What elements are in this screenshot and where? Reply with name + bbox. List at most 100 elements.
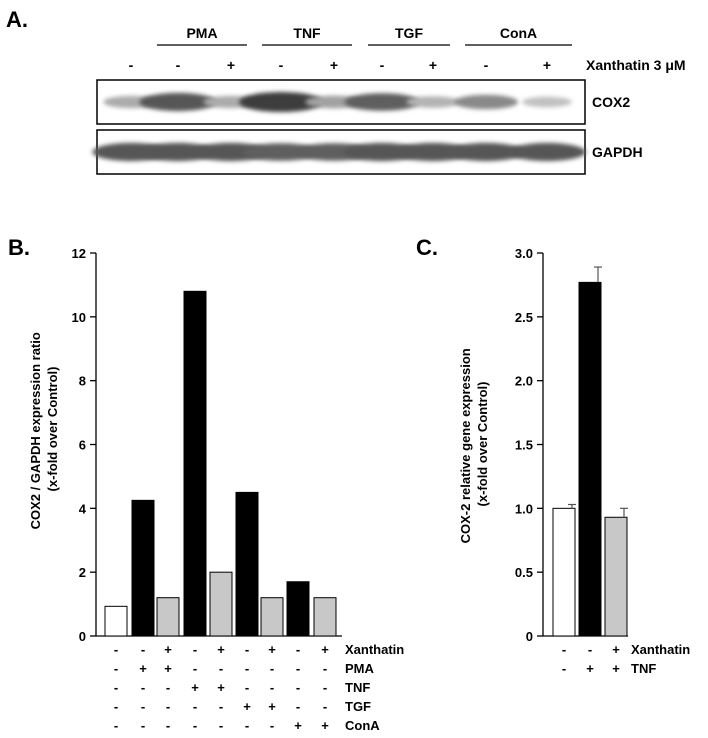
condition-sign: +	[217, 642, 225, 657]
condition-sign: -	[166, 699, 170, 714]
y-tick-label: 4	[79, 501, 87, 516]
condition-sign: -	[114, 661, 118, 676]
condition-sign: -	[245, 718, 249, 733]
bar	[260, 597, 284, 637]
condition-sign: +	[191, 680, 199, 695]
condition-sign: +	[586, 661, 594, 676]
condition-sign: -	[219, 699, 223, 714]
bar	[183, 290, 207, 637]
bar	[286, 581, 310, 637]
blot-band-cox2	[522, 96, 572, 108]
condition-sign: -	[588, 642, 592, 657]
condition-sign: +	[612, 661, 620, 676]
condition-sign: -	[166, 680, 170, 695]
blot-band-gapdh	[394, 142, 472, 162]
condition-sign: -	[166, 718, 170, 733]
condition-sign: -	[193, 718, 197, 733]
panel-b-bars	[104, 290, 337, 637]
panel-c-label: C.	[416, 235, 438, 260]
y-tick-label: 10	[72, 310, 86, 325]
group-label-pma: PMA	[186, 25, 217, 41]
blot-band-cox2	[453, 94, 519, 110]
condition-sign: -	[193, 642, 197, 657]
y-tick-label: 1.5	[515, 438, 533, 453]
condition-sign: +	[164, 642, 172, 657]
panel-c-y-axis-label-line1: COX-2 relative gene expression	[458, 348, 473, 543]
condition-sign: -	[562, 642, 566, 657]
y-tick-label: 0	[79, 629, 86, 644]
y-tick-label: 8	[79, 374, 86, 389]
condition-sign: +	[294, 718, 302, 733]
group-label-tnf: TNF	[293, 25, 321, 41]
bar	[104, 605, 128, 637]
condition-sign: +	[321, 642, 329, 657]
blot-strips: COX2 GAPDH	[92, 79, 643, 175]
blot-label-gapdh: GAPDH	[592, 144, 643, 160]
condition-sign: -	[141, 642, 145, 657]
condition-sign: +	[164, 661, 172, 676]
xanthatin-sign: +	[543, 57, 551, 73]
treatment-groups: PMA TNF TGF ConA	[157, 25, 572, 46]
condition-sign: -	[270, 661, 274, 676]
condition-sign: +	[321, 718, 329, 733]
y-tick-label: 6	[79, 438, 86, 453]
bar	[604, 516, 628, 637]
panel-c-y-axis-label: COX-2 relative gene expression (x-fold o…	[458, 345, 490, 544]
condition-sign: +	[268, 699, 276, 714]
condition-sign: +	[217, 680, 225, 695]
condition-label-tgf: TGF	[345, 699, 371, 714]
condition-label-xanthatin: Xanthatin	[631, 642, 690, 657]
condition-sign: -	[193, 661, 197, 676]
bar	[578, 281, 602, 637]
condition-label-tnf: TNF	[631, 661, 656, 676]
xanthatin-dose-label: Xanthatin 3 μM	[586, 57, 686, 73]
bar	[313, 597, 337, 637]
panel-c-y-axis: 0 0.5 1.0 1.5 2.0 2.5 3.0	[515, 246, 628, 644]
xanthatin-sign: -	[176, 57, 181, 73]
xanthatin-sign: +	[330, 57, 338, 73]
condition-label-cona: ConA	[345, 718, 380, 733]
condition-sign: -	[141, 718, 145, 733]
bar	[156, 597, 180, 637]
y-tick-label: 2	[79, 565, 86, 580]
blot-band-gapdh	[139, 142, 217, 162]
y-tick-label: 3.0	[515, 246, 533, 261]
condition-sign: -	[245, 661, 249, 676]
condition-sign: -	[245, 642, 249, 657]
y-tick-label: 12	[72, 246, 86, 261]
condition-label-xanthatin: Xanthatin	[345, 642, 404, 657]
panel-b-chart: B. COX2 / GAPDH expression ratio (x-fold…	[8, 235, 404, 733]
blot-band-gapdh	[508, 142, 586, 162]
condition-sign: -	[296, 642, 300, 657]
condition-sign: +	[268, 642, 276, 657]
condition-sign: -	[245, 680, 249, 695]
xanthatin-sign: +	[429, 57, 437, 73]
y-tick-label: 0	[526, 629, 533, 644]
xanthatin-sign: +	[227, 57, 235, 73]
condition-sign: -	[562, 661, 566, 676]
condition-sign: -	[114, 718, 118, 733]
condition-sign: +	[612, 642, 620, 657]
condition-sign: -	[323, 661, 327, 676]
panel-a-label: A.	[6, 7, 28, 32]
xanthatin-sign: -	[380, 57, 385, 73]
blot-label-cox2: COX2	[592, 94, 630, 110]
panel-b-y-axis-label-line1: COX2 / GAPDH expression ratio	[28, 332, 43, 529]
condition-sign: -	[219, 661, 223, 676]
panel-c-condition-table: - - + Xanthatin - + + TNF	[562, 642, 690, 676]
xanthatin-sign: -	[129, 57, 134, 73]
group-label-tgf: TGF	[395, 25, 423, 41]
panel-b-condition-table: - - + - + - + - + Xanthatin - + + - - - - - - PMA - - - + + - - - - T…	[114, 642, 404, 733]
y-tick-label: 0.5	[515, 565, 533, 580]
xanthatin-sign: -	[279, 57, 284, 73]
panel-c-chart: C. COX-2 relative gene expression (x-fol…	[416, 235, 690, 676]
condition-sign: +	[243, 699, 251, 714]
panel-b-label: B.	[8, 235, 30, 260]
condition-sign: -	[323, 699, 327, 714]
condition-sign: -	[193, 699, 197, 714]
panel-a-western-blot: A. PMA TNF TGF ConA - - + - + - + - + Xanthatin 3 μ…	[6, 7, 686, 175]
condition-sign: -	[114, 699, 118, 714]
panel-b-y-axis-label: COX2 / GAPDH expression ratio (x-fold ov…	[28, 329, 60, 530]
condition-sign: -	[114, 642, 118, 657]
